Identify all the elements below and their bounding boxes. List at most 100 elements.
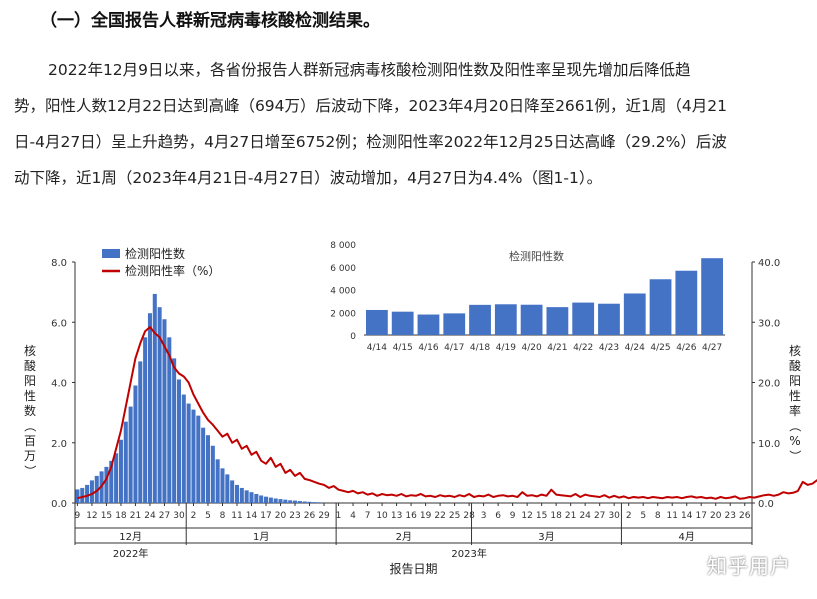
count-bar: [239, 487, 244, 503]
x-tick-label: 26: [739, 511, 751, 521]
x-tick-label: 1: [336, 511, 342, 521]
month-label: 4月: [679, 531, 695, 543]
count-bar: [201, 427, 206, 503]
count-bar: [176, 379, 181, 503]
watermark: 知乎用户: [707, 554, 791, 578]
count-bar: [114, 453, 119, 503]
x-tick-label: 19: [420, 511, 432, 521]
count-bar: [317, 502, 322, 503]
left-tick-label: 6.0: [51, 318, 67, 329]
x-tick-label: 4: [350, 511, 356, 521]
x-tick-label: 15: [536, 511, 547, 521]
x-tick-label: 27: [159, 511, 170, 521]
x-tick-label: 30: [608, 511, 620, 521]
count-bar: [210, 445, 215, 503]
x-tick-label: 24: [144, 511, 156, 521]
x-tick-label: 14: [681, 511, 693, 521]
inset-y-tick-label: 2 000: [330, 309, 356, 319]
axis-title-char: 酸: [789, 358, 801, 373]
right-tick-label: 30.0: [758, 318, 780, 329]
x-tick-label: 23: [289, 511, 300, 521]
inset-bar: [391, 311, 414, 335]
inset-bar: [701, 258, 723, 335]
count-bar: [278, 499, 283, 503]
axis-title-char: ）: [23, 465, 37, 477]
inset-bar: [417, 314, 440, 335]
x-tick-label: 17: [695, 511, 706, 521]
count-bar: [162, 319, 167, 503]
x-tick-label: 21: [565, 511, 576, 521]
x-tick-label: 26: [304, 511, 316, 521]
axis-title-char: 阳: [24, 374, 36, 388]
x-tick-label: 17: [260, 511, 271, 521]
count-bar: [196, 415, 201, 503]
count-bar: [234, 484, 240, 503]
inset-x-tick-label: 4/26: [676, 343, 696, 353]
count-bar: [172, 358, 177, 503]
x-tick-label: 7: [365, 511, 371, 521]
x-tick-label: 2: [191, 511, 197, 521]
axis-title-char: 性: [24, 389, 36, 403]
paragraph-line: 日-4月27日）呈上升趋势，4月27日增至6752例；检测阳性率2022年12月…: [14, 133, 727, 151]
count-bar: [104, 466, 109, 503]
legend-line-label: 检测阳性率（%）: [125, 263, 220, 278]
count-bar: [230, 480, 235, 503]
axis-title-char: %: [789, 434, 800, 448]
inset-x-tick-label: 4/25: [650, 343, 670, 353]
inset-bar: [443, 313, 466, 335]
inset-y-tick-label: 6 000: [330, 264, 356, 274]
count-bar: [249, 492, 254, 503]
inset-title: 检测阳性数: [509, 249, 564, 263]
count-bar: [123, 421, 128, 503]
count-bar: [157, 307, 162, 503]
count-bar: [143, 337, 148, 503]
inset-y-tick-label: 8 000: [330, 241, 356, 251]
count-bar: [293, 500, 298, 503]
x-tick-label: 18: [115, 511, 127, 521]
count-bar: [297, 501, 302, 503]
x-tick-label: 6: [495, 511, 501, 521]
x-tick-label: 10: [376, 511, 388, 521]
axis-title-char: 率: [789, 403, 801, 418]
x-tick-label: 14: [246, 511, 258, 521]
count-bar: [109, 460, 114, 503]
inset-chart: 0 2 000 4 000 6 000 8 000 4/14 4/15 4/16 4/17 4/1…: [324, 240, 740, 355]
left-tick-label: 2.0: [51, 439, 67, 450]
right-tick-label: 0.0: [758, 499, 774, 510]
count-bar: [152, 293, 157, 503]
count-bar: [220, 468, 225, 503]
year-label: 2023年: [451, 547, 486, 560]
month-label: 2月: [396, 531, 412, 543]
count-bar: [186, 403, 191, 503]
count-bar: [181, 394, 186, 503]
count-bar: [302, 501, 307, 503]
x-tick-label: 16: [405, 511, 417, 521]
inset-bar: [469, 304, 491, 335]
count-bar: [244, 490, 249, 503]
x-tick-label: 18: [550, 511, 562, 521]
count-bar: [254, 493, 259, 503]
count-bar: [312, 502, 317, 503]
count-bar: [85, 484, 90, 503]
inset-x-tick-label: 4/14: [367, 343, 387, 353]
x-axis-title: 报告日期: [389, 561, 437, 576]
paragraph-line: 2022年12月9日以来，各省份报告人群新冠病毒核酸检测阳性数及阳性率呈现先增加…: [48, 61, 691, 79]
inset-bar: [546, 307, 569, 335]
x-tick-label: 27: [594, 511, 605, 521]
left-tick-label: 8.0: [51, 258, 67, 269]
x-tick-label: 5: [640, 511, 646, 521]
x-tick-label: 5: [205, 511, 211, 521]
x-tick-label: 22: [434, 511, 445, 521]
count-bar: [268, 497, 273, 503]
count-bar: [288, 500, 293, 503]
axis-title-char: 数: [24, 403, 36, 418]
count-bar: [263, 496, 269, 503]
x-tick-label: 20: [275, 511, 287, 521]
count-bar: [307, 501, 312, 503]
inset-x-tick-label: 4/16: [418, 343, 438, 353]
axis-title-char: 核: [24, 344, 36, 358]
year-label: 2022年: [113, 547, 148, 560]
left-tick-label: 4.0: [51, 379, 67, 390]
